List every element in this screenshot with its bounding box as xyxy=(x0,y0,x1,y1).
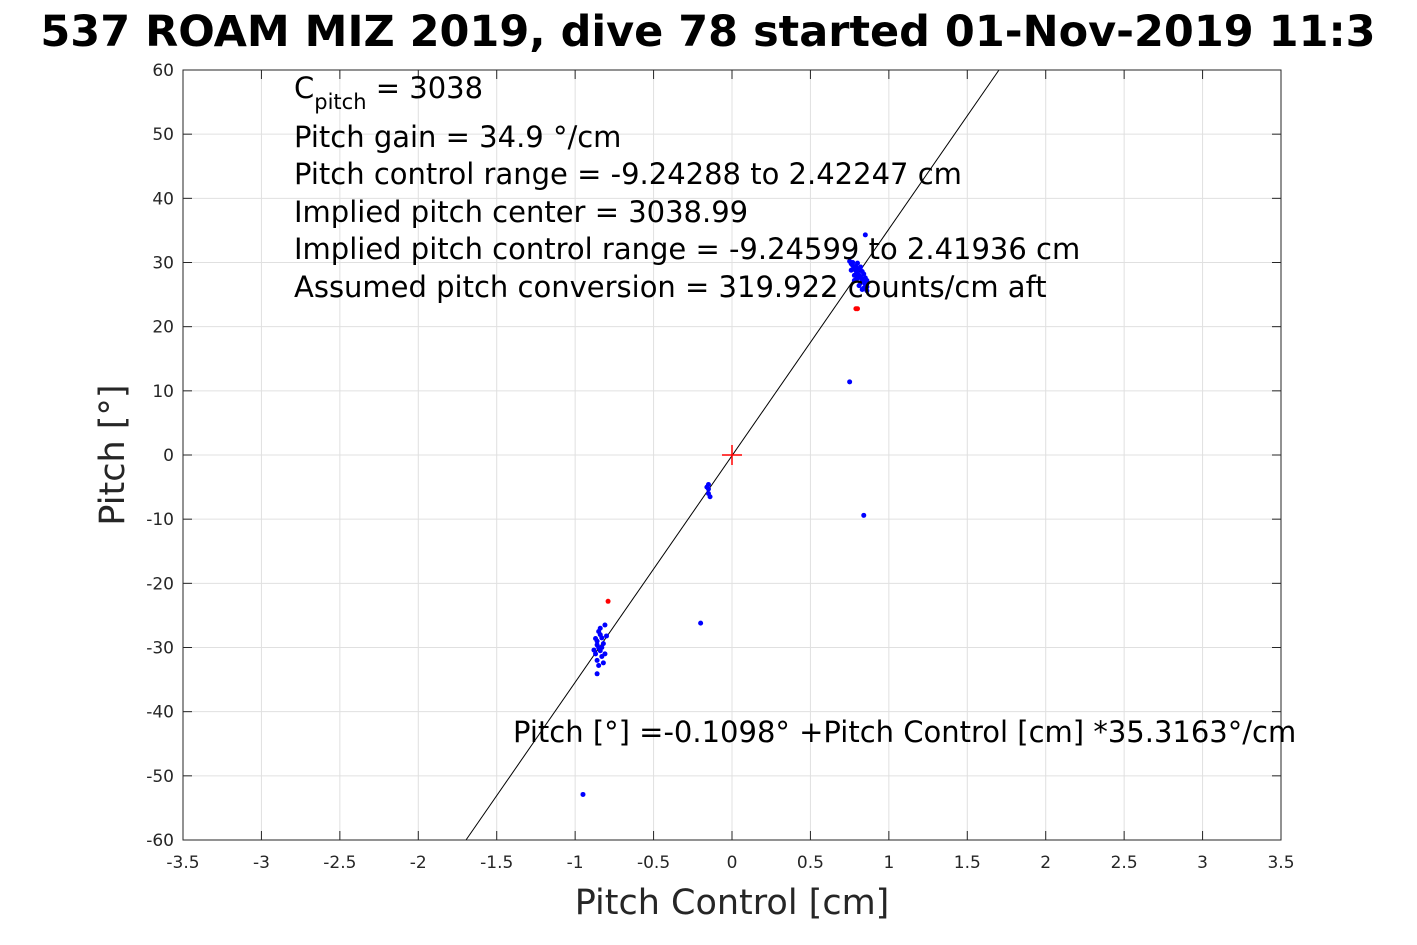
cpitch-subscript: pitch xyxy=(314,90,366,114)
y-tick-label: 30 xyxy=(152,254,174,274)
data-point xyxy=(594,642,600,648)
center-marker-group xyxy=(722,445,742,465)
data-point xyxy=(580,791,586,797)
data-point xyxy=(864,277,870,283)
x-tick-label: -2.5 xyxy=(323,853,356,873)
grid-lines xyxy=(182,69,1282,841)
y-tick-label: -60 xyxy=(146,831,174,851)
y-tick-label: 60 xyxy=(152,61,174,81)
y-tick-label: -20 xyxy=(146,574,174,594)
cpitch-main: C xyxy=(294,71,314,105)
annotation-cpitch: Cpitch = 3038 xyxy=(294,71,483,114)
data-point xyxy=(862,232,868,238)
data-point xyxy=(593,651,599,657)
data-point xyxy=(854,260,860,266)
data-point xyxy=(600,660,606,666)
axes xyxy=(182,69,1282,841)
data-points xyxy=(580,232,870,797)
annotation-control-range: Pitch control range = -9.24288 to 2.4224… xyxy=(294,157,962,191)
data-point xyxy=(594,657,600,663)
x-tick-label: -1.5 xyxy=(480,853,513,873)
data-point xyxy=(847,379,853,385)
data-point xyxy=(859,286,865,292)
x-axis-label: Pitch Control [cm] xyxy=(575,883,890,923)
x-tick-label: -2 xyxy=(410,853,427,873)
x-tick-labels: -3.5 -3 -2.5 -2 -1.5 -1 -0.5 0 0.5 1 1.5 2 2.5 3 3.5 xyxy=(166,853,1294,873)
data-point xyxy=(848,267,854,273)
y-tick-label: 0 xyxy=(163,446,174,466)
y-tick-label: 10 xyxy=(152,382,174,402)
data-point xyxy=(864,288,870,294)
x-tick-label: -3 xyxy=(253,853,270,873)
data-point xyxy=(704,484,710,490)
annotation-conversion: Assumed pitch conversion = 319.922 count… xyxy=(294,270,1047,304)
x-tick-label: -0.5 xyxy=(637,853,670,873)
data-point xyxy=(698,620,704,626)
data-point xyxy=(597,625,603,631)
x-tick-label: 2 xyxy=(1040,853,1051,873)
y-tick-label: -30 xyxy=(146,639,174,659)
y-tick-label: -50 xyxy=(146,767,174,787)
data-point xyxy=(861,512,867,518)
annotation-pitch-gain: Pitch gain = 34.9 °/cm xyxy=(294,120,621,154)
data-point xyxy=(602,622,608,628)
data-point xyxy=(602,651,608,657)
data-point xyxy=(850,260,856,265)
data-point xyxy=(851,277,857,283)
data-point xyxy=(599,645,605,650)
data-point xyxy=(851,272,857,278)
data-point xyxy=(600,641,606,647)
x-tick-label: 1 xyxy=(883,853,894,873)
annotation-fit-equation: Pitch [°] =-0.1098° +Pitch Control [cm] … xyxy=(513,715,1296,749)
y-axis-label: Pitch [°] xyxy=(93,384,133,525)
x-tick-label: 3 xyxy=(1197,853,1208,873)
y-tick-label: 50 xyxy=(152,125,174,145)
chart-title: 537 ROAM MIZ 2019, dive 78 started 01-No… xyxy=(40,7,1375,57)
x-tick-label: -3.5 xyxy=(166,853,199,873)
annotation-implied-range: Implied pitch control range = -9.24599 t… xyxy=(294,232,1080,266)
cpitch-value: = 3038 xyxy=(367,71,484,105)
x-tick-label: 2.5 xyxy=(1111,853,1138,873)
data-point xyxy=(591,647,597,653)
x-tick-label: 3.5 xyxy=(1267,853,1294,873)
x-tick-label: 0.5 xyxy=(797,853,824,873)
data-point xyxy=(856,283,862,289)
data-point xyxy=(605,598,611,604)
data-point xyxy=(854,306,860,312)
y-tick-labels: 60 50 40 30 20 10 0 -10 -20 -30 -40 -50 -60 xyxy=(146,61,174,851)
data-point xyxy=(858,264,864,270)
annotation-implied-center: Implied pitch center = 3038.99 xyxy=(294,195,748,229)
y-tick-label: -40 xyxy=(146,703,174,723)
x-tick-label: -1 xyxy=(567,853,584,873)
y-tick-label: 40 xyxy=(152,189,174,209)
x-tick-label: 1.5 xyxy=(954,853,981,873)
data-point xyxy=(599,635,605,641)
data-point xyxy=(604,633,610,639)
data-point xyxy=(707,494,713,500)
data-point xyxy=(593,636,599,642)
data-point xyxy=(594,671,600,677)
y-tick-label: 20 xyxy=(152,318,174,338)
data-point xyxy=(861,271,867,277)
y-tick-label: -10 xyxy=(146,510,174,530)
x-tick-label: 0 xyxy=(727,853,738,873)
data-point xyxy=(596,662,602,668)
